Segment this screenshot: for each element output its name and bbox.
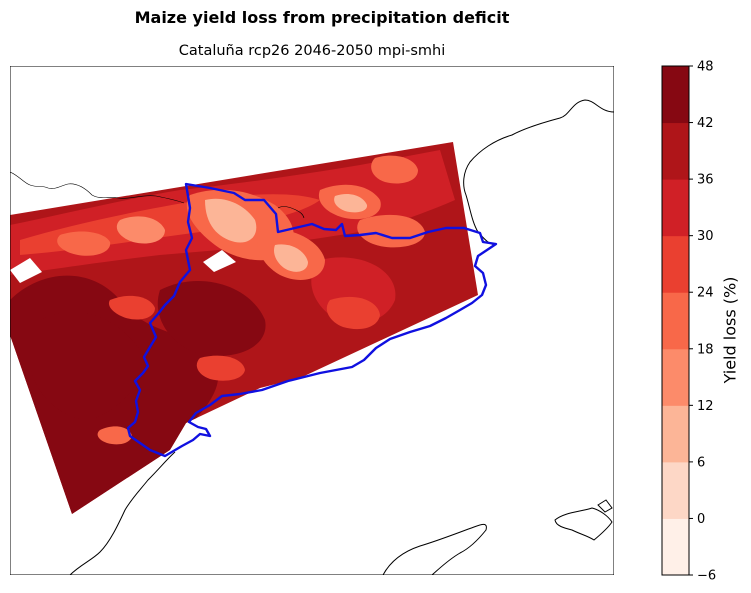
figure-suptitle: Maize yield loss from precipitation defi… (134, 8, 510, 27)
colorbar-tick-label: 6 (697, 455, 705, 470)
cataluna-boundary (126, 182, 498, 458)
france-border (10, 171, 185, 204)
colorbar-tick-label: −6 (697, 569, 716, 584)
colorbar-tick-label: 36 (697, 173, 714, 188)
colorbar-band (662, 179, 689, 237)
colorbar-band (662, 461, 689, 519)
colorbar-band (662, 122, 689, 180)
colorbar-band (662, 66, 689, 124)
coastline (69, 99, 614, 575)
map-area (10, 66, 614, 575)
colorbar-tick-label: 24 (697, 286, 714, 301)
colorbar-label: Yield loss (%) (720, 250, 740, 410)
colorbar-tick-label: 48 (697, 60, 714, 75)
colorbar-band (662, 348, 689, 406)
colorbar-label-text: Yield loss (%) (720, 276, 740, 384)
colorbar-band (662, 405, 689, 463)
colorbar-tick-label: 0 (697, 512, 705, 527)
andorra-border (277, 206, 305, 219)
colorbar-band (662, 292, 689, 350)
colorbar-band (662, 518, 689, 576)
yield-loss-field (10, 142, 478, 514)
colorbar-tick-label: 42 (697, 116, 714, 131)
colorbar-tick-label: 18 (697, 342, 714, 357)
colorbar: −6 0 6 12 18 24 30 36 42 48 (661, 60, 716, 584)
colorbar-frame (661, 65, 690, 576)
colorbar-tick-label: 30 (697, 229, 714, 244)
colorbar-band (662, 235, 689, 293)
map-subtitle: Cataluña rcp26 2046-2050 mpi-smhi (178, 43, 446, 59)
colorbar-tick-label: 12 (697, 399, 714, 414)
